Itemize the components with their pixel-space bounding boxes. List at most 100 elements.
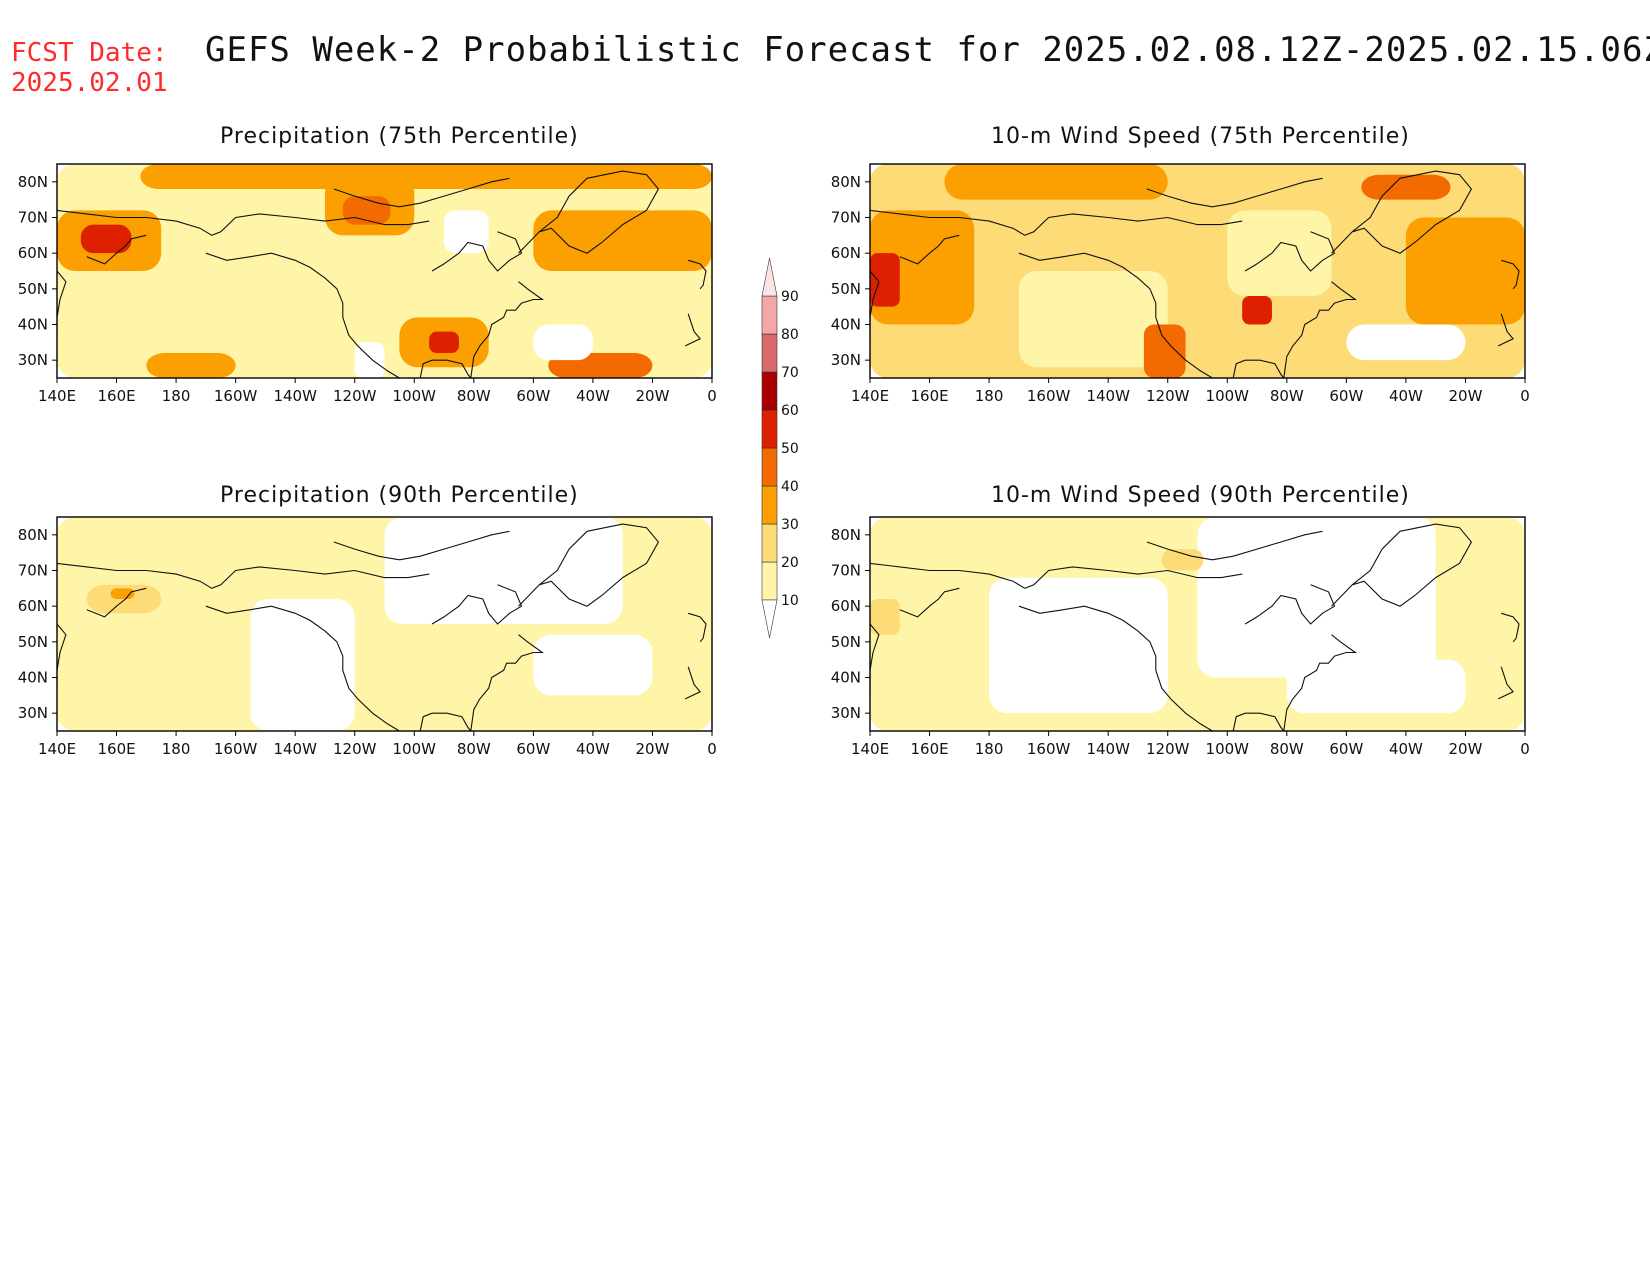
colorbar-label: 60: [781, 403, 799, 419]
coastline: [899, 234, 960, 265]
colorbar-segment: [761, 409, 778, 449]
probability-region: [533, 324, 593, 361]
probability-region: [1227, 210, 1332, 296]
lon-tick-label: 60W: [516, 387, 550, 405]
coastline: [1146, 530, 1323, 561]
coastline: [1232, 712, 1285, 731]
coastline: [57, 562, 430, 589]
coastline: [870, 623, 880, 692]
coastline: [419, 359, 472, 378]
coastline: [470, 281, 545, 378]
probability-region: [429, 331, 459, 354]
colorbar-label: 70: [781, 365, 799, 381]
probability-region: [870, 253, 900, 307]
coastline: [1018, 252, 1213, 378]
lat-tick-label: 50N: [18, 280, 48, 298]
lon-tick-label: 0: [1520, 387, 1530, 405]
map-frame: [56, 163, 713, 379]
probability-region: [1018, 271, 1168, 368]
lon-tick-label: 60W: [1329, 740, 1363, 758]
coastline: [1244, 584, 1336, 625]
coastline: [1244, 231, 1336, 272]
lon-tick-label: 120W: [1146, 387, 1190, 405]
colorbar-label: 40: [781, 479, 799, 495]
coastline: [333, 177, 510, 208]
probability-region: [80, 224, 132, 254]
lat-tick-label: 80N: [18, 173, 48, 191]
coastline: [1018, 605, 1213, 731]
shaded-field: [870, 164, 1525, 378]
coastline: [1283, 634, 1358, 731]
coastline: [1497, 666, 1514, 700]
lon-tick-label: 180: [162, 740, 191, 758]
lat-tick-label: 70N: [18, 562, 48, 580]
probability-region: [444, 210, 489, 254]
probability-region: [944, 164, 1168, 200]
coastline: [684, 313, 701, 347]
lon-tick-label: 20W: [1448, 387, 1482, 405]
probability-region: [384, 517, 623, 624]
lon-tick-label: 140W: [1086, 387, 1130, 405]
colorbar-label: 50: [781, 441, 799, 457]
probability-region: [1197, 517, 1436, 678]
probability-region: [533, 634, 653, 696]
lon-tick-label: 140E: [38, 740, 76, 758]
coastline: [1501, 259, 1520, 290]
lon-tick-label: 80W: [1270, 387, 1304, 405]
probability-region: [146, 353, 236, 378]
forecast-date-block: FCST Date: 2025.02.01: [11, 38, 168, 98]
forecast-date-label: FCST Date:: [11, 38, 168, 68]
lat-tick-label: 50N: [831, 633, 861, 651]
map-panel-4: 140E 160E 180 160W 140W 120W 100W 80W 60W 40W 20W 0…: [831, 516, 1530, 758]
lon-tick-label: 160W: [1027, 740, 1071, 758]
colorbar-segment: [761, 485, 778, 525]
probability-region: [1346, 324, 1466, 361]
coastline: [518, 170, 660, 254]
map-panel-2: 140E 160E 180 160W 140W 120W 100W 80W 60W 40W 20W 0…: [831, 163, 1530, 405]
lon-tick-label: 100W: [393, 387, 437, 405]
lat-tick-label: 40N: [18, 316, 48, 334]
probability-region: [1143, 324, 1186, 378]
colorbar: 10 20 30 40 50 60 70 80 90: [761, 257, 799, 639]
panel-title-precip-90: Precipitation (90th Percentile): [220, 483, 579, 508]
lat-tick-label: 40N: [831, 316, 861, 334]
lon-tick-label: 0: [707, 740, 717, 758]
lon-tick-label: 140W: [273, 387, 317, 405]
map-frame: [869, 516, 1526, 732]
coastline: [1331, 170, 1473, 254]
lon-tick-label: 120W: [1146, 740, 1190, 758]
coastline: [470, 634, 545, 731]
lon-tick-label: 80W: [1270, 740, 1304, 758]
lon-tick-label: 180: [975, 740, 1004, 758]
lon-tick-label: 160E: [910, 740, 948, 758]
lon-tick-label: 60W: [516, 740, 550, 758]
lon-tick-label: 160W: [214, 740, 258, 758]
probability-region: [354, 342, 385, 378]
colorbar-label: 90: [781, 289, 799, 305]
lon-tick-label: 20W: [635, 387, 669, 405]
lon-tick-label: 180: [975, 387, 1004, 405]
lat-tick-label: 30N: [831, 704, 861, 722]
panel-title-precip-75: Precipitation (75th Percentile): [220, 124, 579, 149]
lon-tick-label: 40W: [1389, 387, 1423, 405]
probability-region: [250, 599, 355, 731]
lat-tick-label: 50N: [831, 280, 861, 298]
lon-tick-label: 80W: [457, 740, 491, 758]
lon-tick-label: 180: [162, 387, 191, 405]
coastline: [419, 712, 472, 731]
lat-tick-label: 40N: [831, 669, 861, 687]
lon-tick-label: 40W: [576, 387, 610, 405]
probability-region: [235, 271, 325, 361]
coastline: [205, 252, 400, 378]
colorbar-segment: [761, 561, 778, 601]
colorbar-segment: [761, 447, 778, 487]
colorbar-bottom-extension: [761, 599, 778, 639]
colorbar-segment: [761, 295, 778, 335]
lon-tick-label: 140E: [851, 387, 889, 405]
probability-region: [870, 599, 900, 635]
probability-region: [1242, 295, 1272, 325]
coastline: [688, 259, 707, 290]
lat-tick-label: 50N: [18, 633, 48, 651]
probability-region: [1286, 659, 1466, 714]
